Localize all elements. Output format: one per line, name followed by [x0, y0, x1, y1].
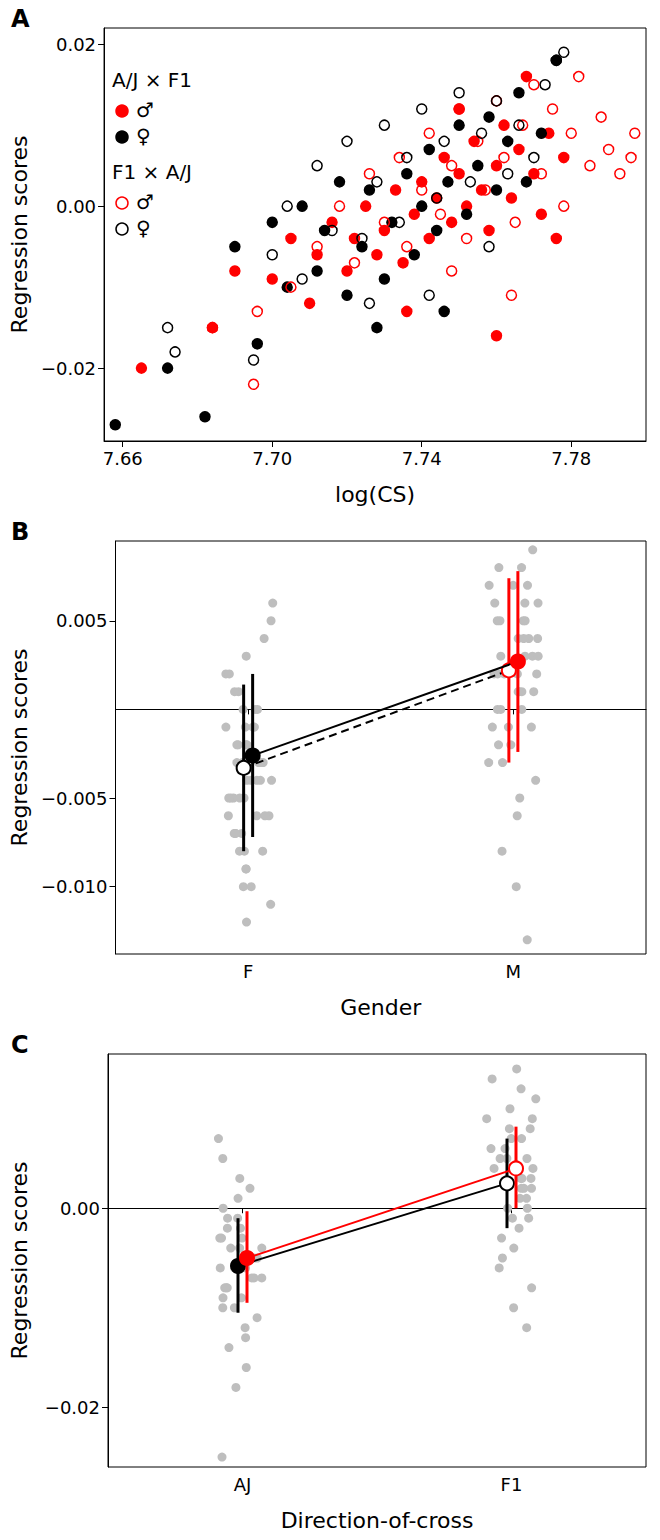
svg-text:A: A	[11, 5, 30, 33]
svg-text:M: M	[506, 961, 522, 982]
svg-text:0.005: 0.005	[56, 610, 108, 631]
svg-text:AJ: AJ	[234, 1474, 252, 1495]
svg-text:♂: ♂	[136, 98, 154, 122]
svg-text:♂: ♂	[136, 190, 154, 214]
svg-text:A/J × F1: A/J × F1	[112, 68, 192, 92]
svg-text:7.78: 7.78	[551, 448, 591, 469]
svg-text:0.02: 0.02	[56, 34, 96, 55]
svg-text:−0.010: −0.010	[41, 876, 108, 897]
svg-text:Regression scores: Regression scores	[7, 649, 32, 847]
svg-text:0.00: 0.00	[60, 1198, 100, 1219]
svg-text:7.70: 7.70	[252, 448, 292, 469]
svg-text:log(CS): log(CS)	[335, 482, 415, 507]
svg-text:Direction-of-cross: Direction-of-cross	[281, 1508, 474, 1533]
svg-text:Regression scores: Regression scores	[7, 1162, 32, 1360]
svg-text:Regression scores: Regression scores	[7, 136, 32, 334]
svg-text:−0.02: −0.02	[41, 358, 96, 379]
svg-text:♀: ♀	[136, 124, 151, 148]
svg-text:−0.005: −0.005	[41, 788, 108, 809]
svg-text:♀: ♀	[136, 216, 151, 240]
svg-text:C: C	[11, 1031, 29, 1059]
svg-text:F1 × A/J: F1 × A/J	[112, 160, 192, 184]
svg-text:−0.02: −0.02	[45, 1397, 100, 1418]
svg-text:7.66: 7.66	[103, 448, 143, 469]
svg-text:0.00: 0.00	[56, 196, 96, 217]
svg-text:Gender: Gender	[340, 995, 422, 1020]
svg-text:B: B	[11, 518, 29, 546]
svg-text:F1: F1	[501, 1474, 523, 1495]
svg-text:F: F	[243, 961, 253, 982]
svg-text:7.74: 7.74	[402, 448, 442, 469]
